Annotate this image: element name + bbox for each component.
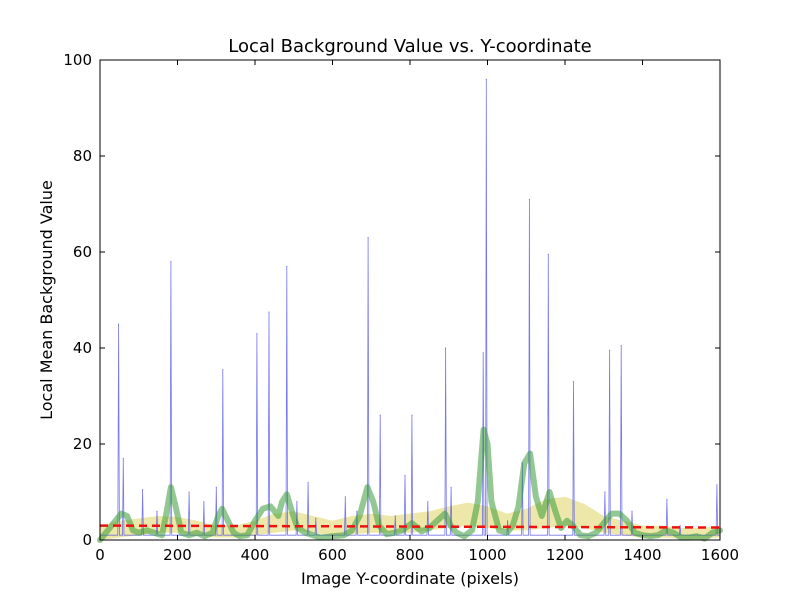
raw-spike-point [122, 457, 124, 459]
x-tick-label: 1400 [623, 546, 661, 564]
raw-spike-point [156, 510, 158, 512]
raw-spike-point [379, 414, 381, 416]
x-tick-label: 1000 [468, 546, 506, 564]
x-tick-label: 1600 [701, 546, 739, 564]
raw-spike-point [666, 498, 668, 500]
raw-spike-point [367, 237, 369, 239]
plot-frame [99, 59, 721, 541]
raw-spike-point [482, 352, 484, 354]
raw-series-line [100, 79, 720, 536]
raw-spike-point [356, 510, 358, 512]
raw-spike-point [609, 349, 611, 351]
y-tick-label: 100 [63, 51, 92, 69]
raw-spike-point [118, 323, 120, 325]
raw-spike-point [631, 510, 633, 512]
y-tick-label: 0 [82, 531, 92, 549]
trend-band [100, 496, 720, 540]
raw-spike-point [716, 484, 718, 486]
raw-spike-point [315, 517, 317, 520]
raw-spike-point [528, 198, 531, 200]
raw-spike-point [215, 486, 217, 488]
raw-spike-point [507, 520, 509, 522]
raw-spike-point [411, 414, 413, 416]
x-axis-label: Image Y-coordinate (pixels) [301, 569, 519, 588]
raw-spike-point [445, 347, 447, 349]
x-tick-label: 400 [241, 546, 270, 564]
y-tick-label: 40 [73, 339, 92, 357]
raw-spike-point [268, 311, 270, 313]
raw-spike-point [404, 474, 406, 476]
x-tick-label: 600 [318, 546, 347, 564]
raw-series-layer [100, 78, 720, 536]
raw-spike-point [485, 78, 487, 80]
raw-spike-point [188, 491, 190, 493]
raw-spike-point [427, 501, 429, 503]
y-tick-label: 80 [73, 147, 92, 165]
raw-spike-point [203, 501, 205, 503]
raw-spike-point [296, 501, 298, 503]
y-axis-label: Local Mean Background Value [37, 180, 56, 420]
x-tick-label: 200 [163, 546, 192, 564]
x-tick-label: 0 [95, 546, 105, 564]
x-tick-label: 800 [396, 546, 425, 564]
raw-spike-point [450, 486, 452, 488]
raw-spike-point [256, 333, 258, 335]
x-axis-ticks: 0 200 400 600 800 1000 1200 1400 1600 [95, 60, 739, 564]
raw-spike-point [620, 345, 622, 347]
raw-spike-point [142, 489, 144, 491]
y-axis-ticks: 0 20 40 60 80 100 [63, 51, 720, 549]
raw-spike-point [547, 253, 549, 255]
raw-spike-point [344, 496, 346, 498]
chart-title: Local Background Value vs. Y-coordinate [228, 36, 591, 57]
raw-spike-point [170, 261, 172, 263]
raw-spike-point [307, 481, 309, 483]
smoothed-series-line [97, 426, 723, 543]
raw-spike-point [604, 491, 606, 493]
y-tick-label: 60 [73, 243, 92, 261]
raw-spike-point [572, 381, 575, 383]
y-tick-label: 20 [73, 435, 92, 453]
trend-band-layer [100, 496, 720, 540]
x-tick-label: 1200 [546, 546, 584, 564]
raw-spike-point [286, 265, 288, 267]
raw-spike-point [394, 515, 396, 517]
raw-spike-point [679, 525, 681, 527]
raw-spike-point [222, 369, 224, 371]
smoothed-series-layer [97, 426, 723, 543]
